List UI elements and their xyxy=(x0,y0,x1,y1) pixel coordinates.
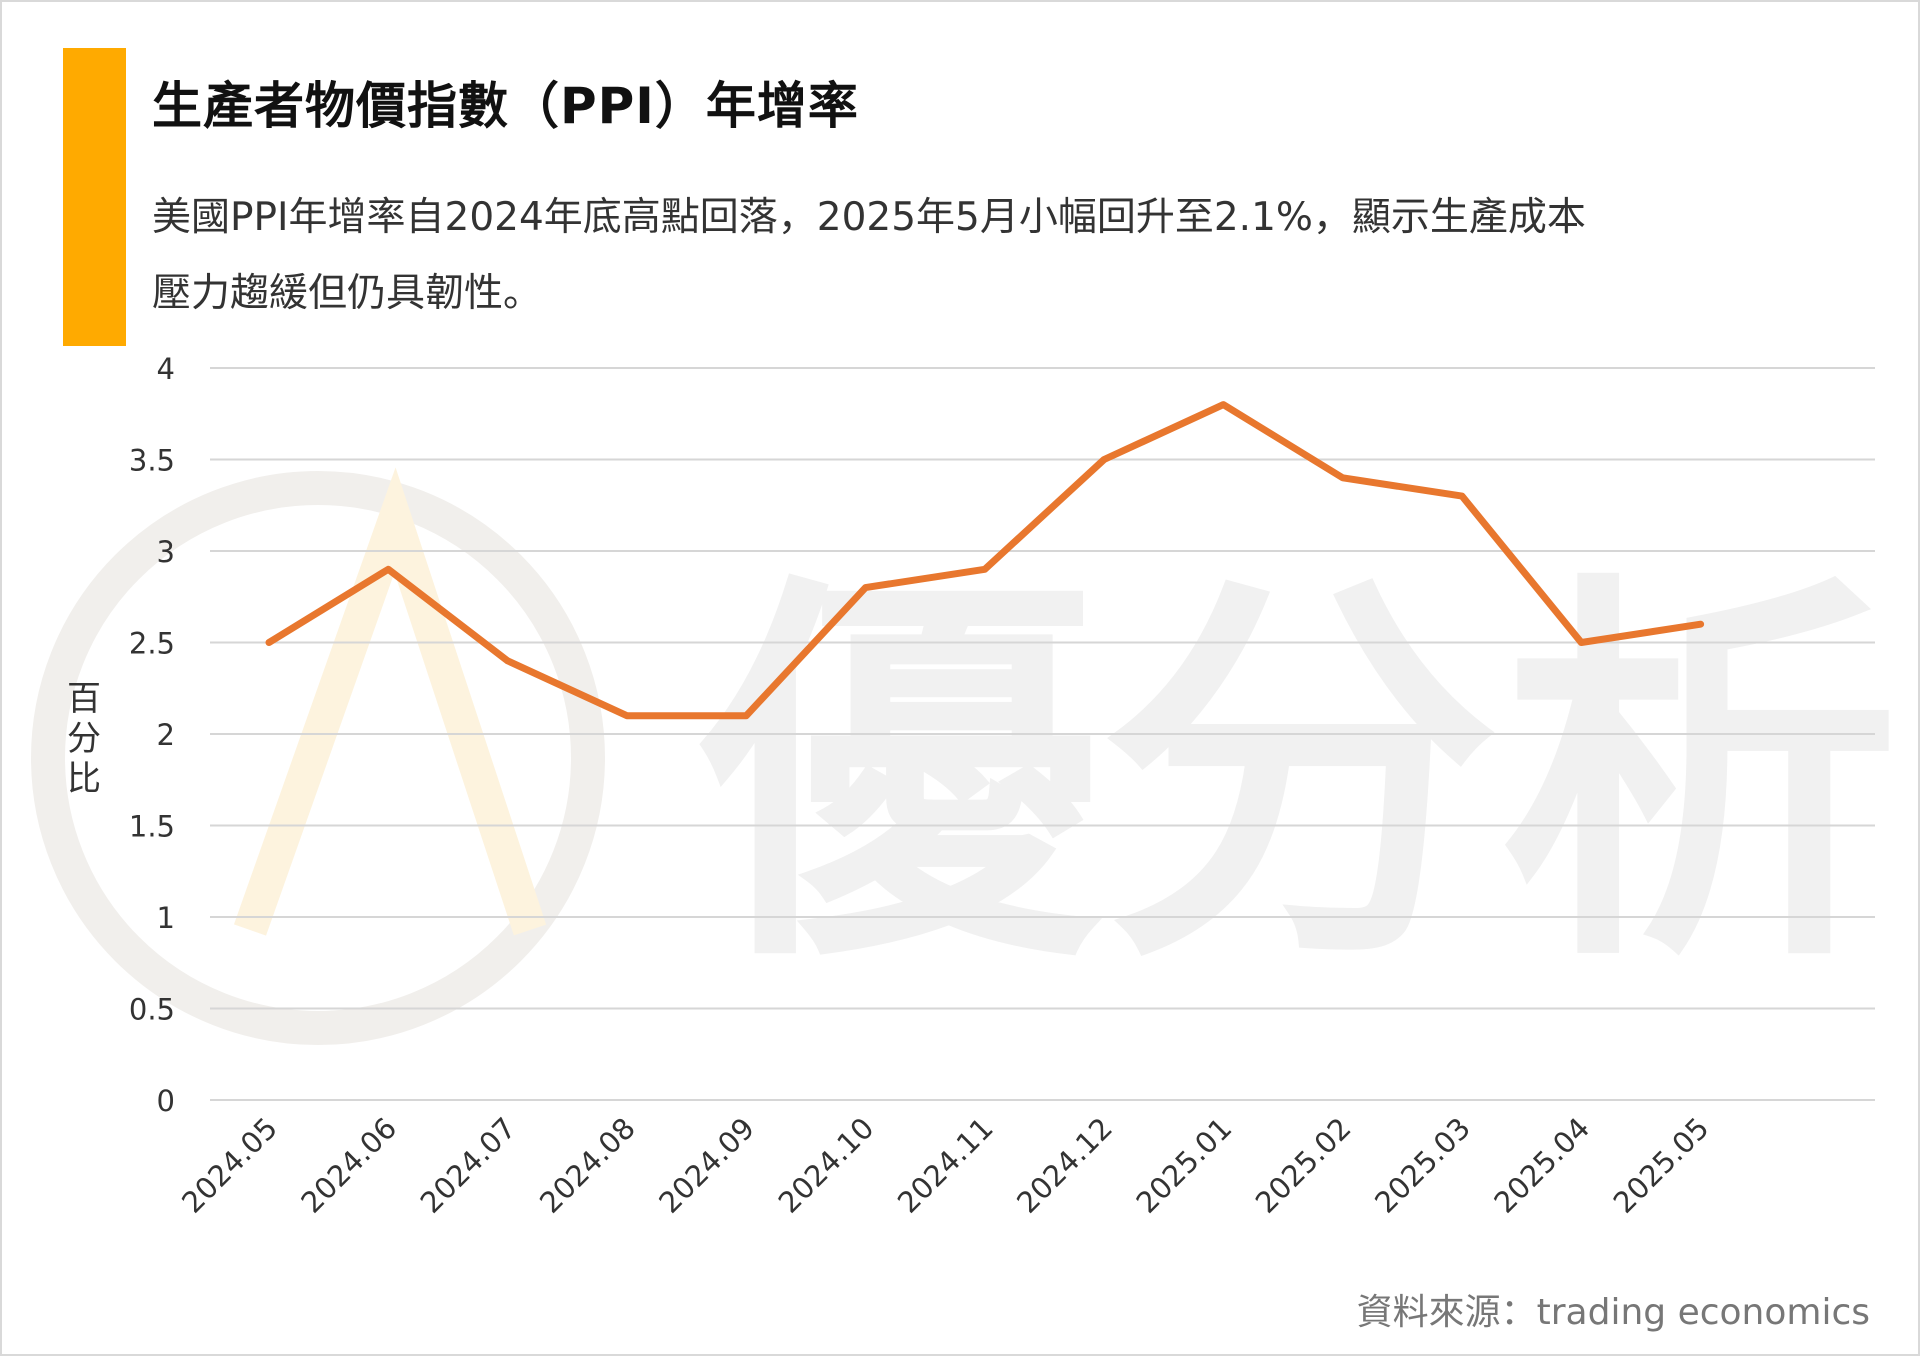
x-tick-label: 2024.08 xyxy=(533,1111,642,1220)
y-tick-label: 4 xyxy=(157,352,175,386)
y-tick-label: 0 xyxy=(157,1084,175,1118)
subtitle-line-2: 壓力趨緩但仍具韌性。 xyxy=(152,271,543,316)
y-tick-labels: 0 0.5 1 1.5 2 2.5 3 3.5 4 xyxy=(129,352,175,1118)
x-tick-label: 2024.05 xyxy=(175,1111,284,1220)
y-tick-label: 3 xyxy=(157,535,175,569)
x-tick-label: 2024.12 xyxy=(1010,1111,1119,1220)
subtitle-line-1: 美國PPI年增率自2024年底高點回落，2025年5月小幅回升至2.1%，顯示生… xyxy=(152,195,1586,240)
x-tick-label: 2024.11 xyxy=(891,1111,1000,1220)
watermark-a-icon xyxy=(233,467,547,936)
y-tick-label: 2 xyxy=(157,718,175,752)
title-accent-bar xyxy=(63,48,126,346)
x-tick-label: 2025.02 xyxy=(1249,1111,1358,1220)
y-axis-label: 百分比 xyxy=(67,679,101,799)
x-tick-label: 2024.09 xyxy=(652,1111,761,1220)
x-tick-label: 2024.06 xyxy=(294,1111,403,1220)
watermark-circle-icon xyxy=(31,471,605,1045)
y-tick-label: 2.5 xyxy=(129,627,175,661)
x-tick-label: 2024.10 xyxy=(772,1111,881,1220)
series-layer xyxy=(265,401,1705,720)
x-tick-labels: 2024.05 2024.06 2024.07 2024.08 2024.09 2024.… xyxy=(175,1111,1715,1220)
x-tick-label: 2025.03 xyxy=(1368,1111,1477,1220)
chart-subtitle: 美國PPI年增率自2024年底高點回落，2025年5月小幅回升至2.1%，顯示生… xyxy=(152,180,1752,332)
y-tick-label: 0.5 xyxy=(129,993,175,1027)
x-tick-label: 2025.01 xyxy=(1129,1111,1238,1220)
watermark-text: 優分析 xyxy=(694,545,1900,1010)
x-tick-label: 2025.04 xyxy=(1487,1111,1596,1220)
y-tick-label: 1 xyxy=(157,901,175,935)
y-tick-label: 3.5 xyxy=(129,444,175,478)
chart-title: 生產者物價指數（PPI）年增率 xyxy=(152,77,859,135)
source-note: 資料來源：trading economics xyxy=(1356,1292,1870,1333)
x-tick-label: 2024.07 xyxy=(414,1111,523,1220)
x-tick-label: 2025.05 xyxy=(1607,1111,1716,1220)
y-tick-label: 1.5 xyxy=(129,810,175,844)
